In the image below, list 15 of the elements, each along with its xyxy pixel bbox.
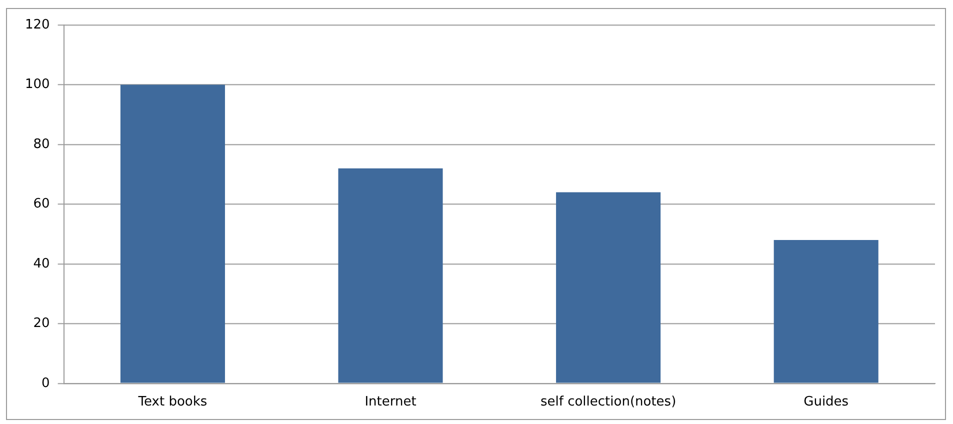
x-tick-label: Guides <box>804 394 849 410</box>
y-tick-label: 120 <box>24 17 50 32</box>
bar <box>120 84 225 383</box>
y-tick-label: 80 <box>33 136 50 152</box>
y-tick-label: 20 <box>33 316 50 332</box>
y-tick-label: 40 <box>33 256 50 272</box>
bar <box>774 240 878 383</box>
y-tick-label: 100 <box>24 77 50 92</box>
x-tick-label: Text books <box>137 394 208 410</box>
x-tick-label: self collection(notes) <box>540 394 676 410</box>
bar <box>556 192 661 383</box>
y-tick-label: 60 <box>33 196 50 212</box>
bar <box>338 168 443 383</box>
y-tick-label: 0 <box>42 376 50 391</box>
x-tick-label: Internet <box>364 394 416 410</box>
